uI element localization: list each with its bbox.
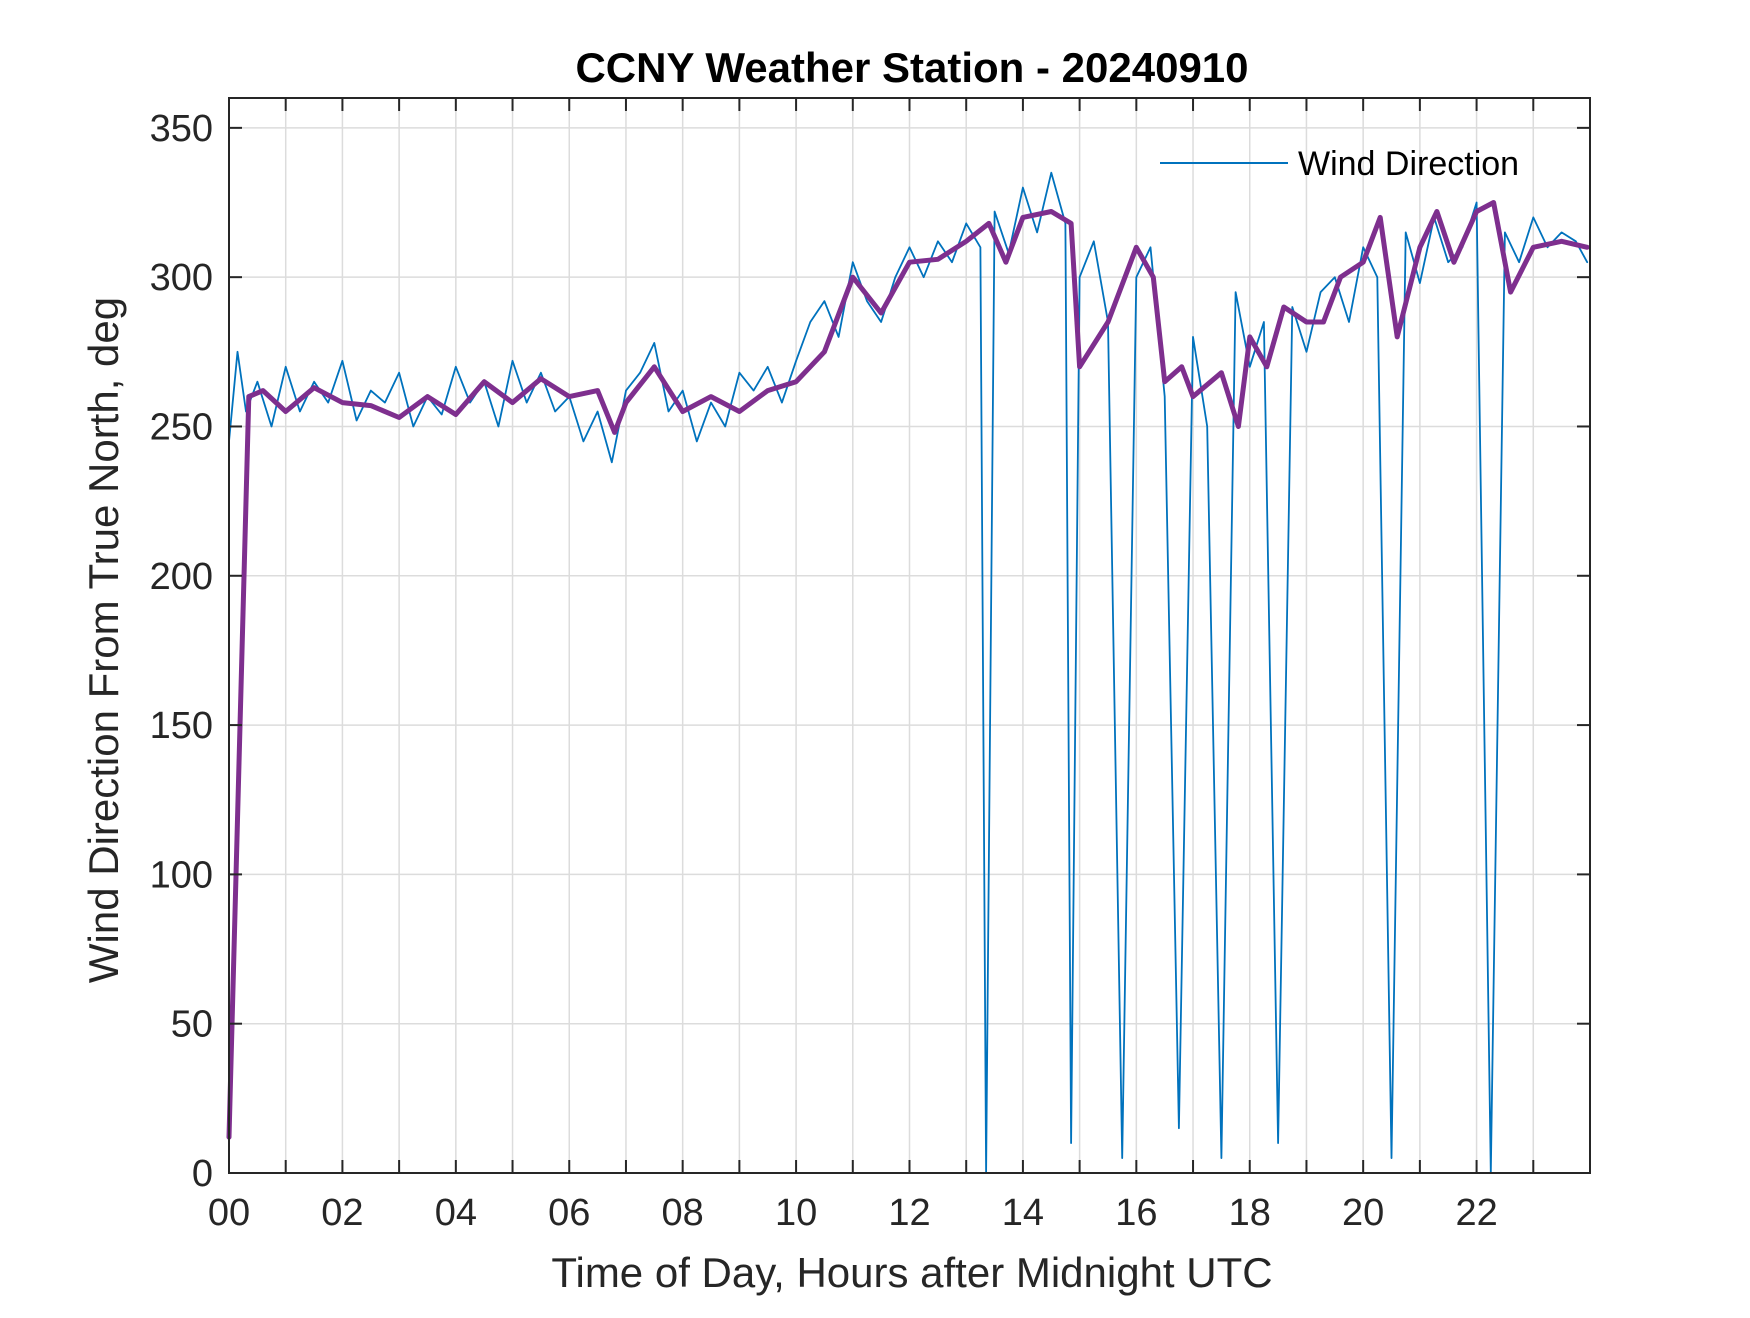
y-axis-label: Wind Direction From True North, deg — [80, 297, 127, 983]
axis-ticks — [228, 98, 1591, 1174]
y-tick-label: 300 — [150, 257, 213, 299]
series-layer — [226, 171, 1590, 1174]
x-tick-label: 08 — [662, 1192, 704, 1234]
x-tick-label: 02 — [321, 1192, 363, 1234]
chart-title: CCNY Weather Station - 20240910 — [575, 44, 1248, 91]
x-tick-label: 18 — [1229, 1192, 1271, 1234]
y-tick-label: 200 — [150, 556, 213, 598]
tick-labels: 00 02 04 06 08 10 12 14 16 18 20 22 0 50 100 150 200 250 3… — [150, 108, 1498, 1234]
x-tick-label: 22 — [1455, 1192, 1497, 1234]
y-tick-label: 350 — [150, 108, 213, 150]
x-tick-label: 00 — [208, 1192, 250, 1234]
legend-label-wind-direction: Wind Direction — [1298, 145, 1519, 183]
y-tick-label: 100 — [150, 854, 213, 896]
x-tick-label: 06 — [548, 1192, 590, 1234]
y-tick-label: 150 — [150, 705, 213, 747]
y-tick-label: 0 — [192, 1153, 213, 1195]
x-tick-label: 14 — [1002, 1192, 1044, 1234]
grid-lines — [229, 98, 1590, 1173]
x-tick-label: 12 — [888, 1192, 930, 1234]
x-tick-label: 10 — [775, 1192, 817, 1234]
x-axis-label: Time of Day, Hours after Midnight UTC — [551, 1249, 1272, 1296]
legend: Wind Direction — [1160, 145, 1519, 183]
x-tick-label: 16 — [1115, 1192, 1157, 1234]
series-line-moving-average — [226, 200, 1590, 1140]
x-tick-label: 20 — [1342, 1192, 1384, 1234]
x-tick-label: 04 — [435, 1192, 477, 1234]
y-tick-label: 250 — [150, 406, 213, 448]
y-tick-label: 50 — [171, 1004, 213, 1046]
